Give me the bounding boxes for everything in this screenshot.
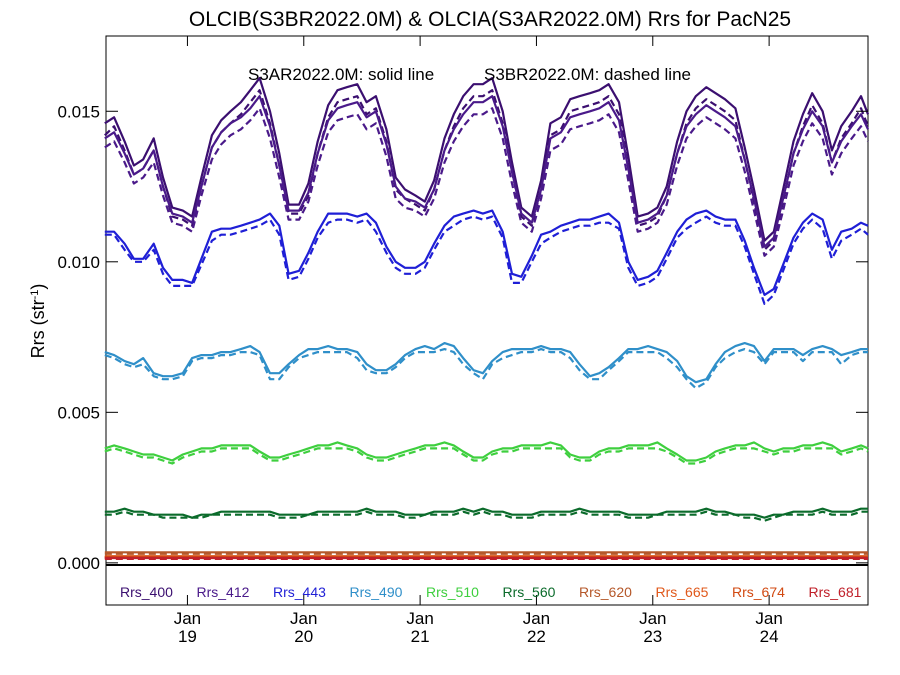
x-tick-label-year: 24 <box>760 627 779 646</box>
series-line-dashed <box>104 89 870 251</box>
legend-entry: Rrs_510 <box>426 584 479 600</box>
x-tick-label-year: 21 <box>411 627 430 646</box>
x-tick-label-month: Jan <box>174 609 201 628</box>
chart-title: OLCIB(S3BR2022.0M) & OLCIA(S3AR2022.0M) … <box>189 8 791 31</box>
series-Rrs_510 <box>104 441 869 465</box>
x-tick-label-month: Jan <box>523 609 550 628</box>
series-Rrs_400 <box>104 76 870 251</box>
legend-entry: Rrs_400 <box>120 584 173 600</box>
y-tick-label: 0.005 <box>57 403 100 422</box>
x-tick-label-month: Jan <box>406 609 433 628</box>
series-line-dashed <box>104 215 869 305</box>
legend-entry: Rrs_560 <box>503 584 556 600</box>
annotation-solid: S3AR2022.0M: solid line <box>248 65 434 84</box>
legend-entry: Rrs_412 <box>197 584 250 600</box>
y-axis-label-close: ) <box>28 284 48 290</box>
series-line-solid <box>104 95 869 248</box>
x-tick-label-year: 22 <box>527 627 546 646</box>
series-Rrs_560 <box>104 507 868 522</box>
series-line-solid <box>104 441 869 462</box>
legend-entry: Rrs_674 <box>732 584 785 600</box>
series-Rrs_443 <box>104 209 869 305</box>
y-axis-label-main: Rrs (str <box>28 299 48 358</box>
series-Rrs_681 <box>104 556 868 561</box>
series-line-dashed <box>104 348 868 390</box>
y-axis-label-sup: -1 <box>29 290 41 300</box>
series-layer <box>104 76 870 561</box>
series-line-solid <box>104 76 870 242</box>
legend-entry: Rrs_681 <box>809 584 862 600</box>
y-tick-label: 0.015 <box>57 102 100 121</box>
series-line-solid <box>104 342 868 384</box>
legend-entry: Rrs_620 <box>579 584 632 600</box>
x-tick-label-year: 19 <box>178 627 197 646</box>
x-tick-label-month: Jan <box>639 609 666 628</box>
y-tick-label: 0.000 <box>57 554 100 573</box>
plot-frame <box>105 35 869 606</box>
x-tick-label-month: Jan <box>755 609 782 628</box>
y-axis: 0.000 0.005 0.010 0.015 <box>57 102 868 573</box>
series-Rrs_620 <box>104 551 868 555</box>
series-line-solid <box>104 507 868 519</box>
x-tick-label-year: 23 <box>643 627 662 646</box>
legend: Rrs_400 Rrs_412 Rrs_443 Rrs_490 Rrs_510 Rrs_5… <box>120 584 862 600</box>
series-Rrs_412 <box>104 95 869 257</box>
y-tick-label: 0.010 <box>57 253 100 272</box>
legend-entry: Rrs_443 <box>273 584 326 600</box>
series-line-dashed <box>104 510 868 522</box>
legend-entry: Rrs_490 <box>350 584 403 600</box>
legend-entry: Rrs_665 <box>656 584 709 600</box>
series-line-solid <box>104 209 869 296</box>
series-line-dashed <box>104 107 869 257</box>
x-tick-label-year: 20 <box>294 627 313 646</box>
annotation-dashed: S3BR2022.0M: dashed line <box>484 65 691 84</box>
y-axis-label: Rrs (str-1) <box>28 284 48 359</box>
series-Rrs_490 <box>104 342 868 390</box>
series-line-dashed <box>104 447 869 465</box>
x-tick-label-month: Jan <box>290 609 317 628</box>
